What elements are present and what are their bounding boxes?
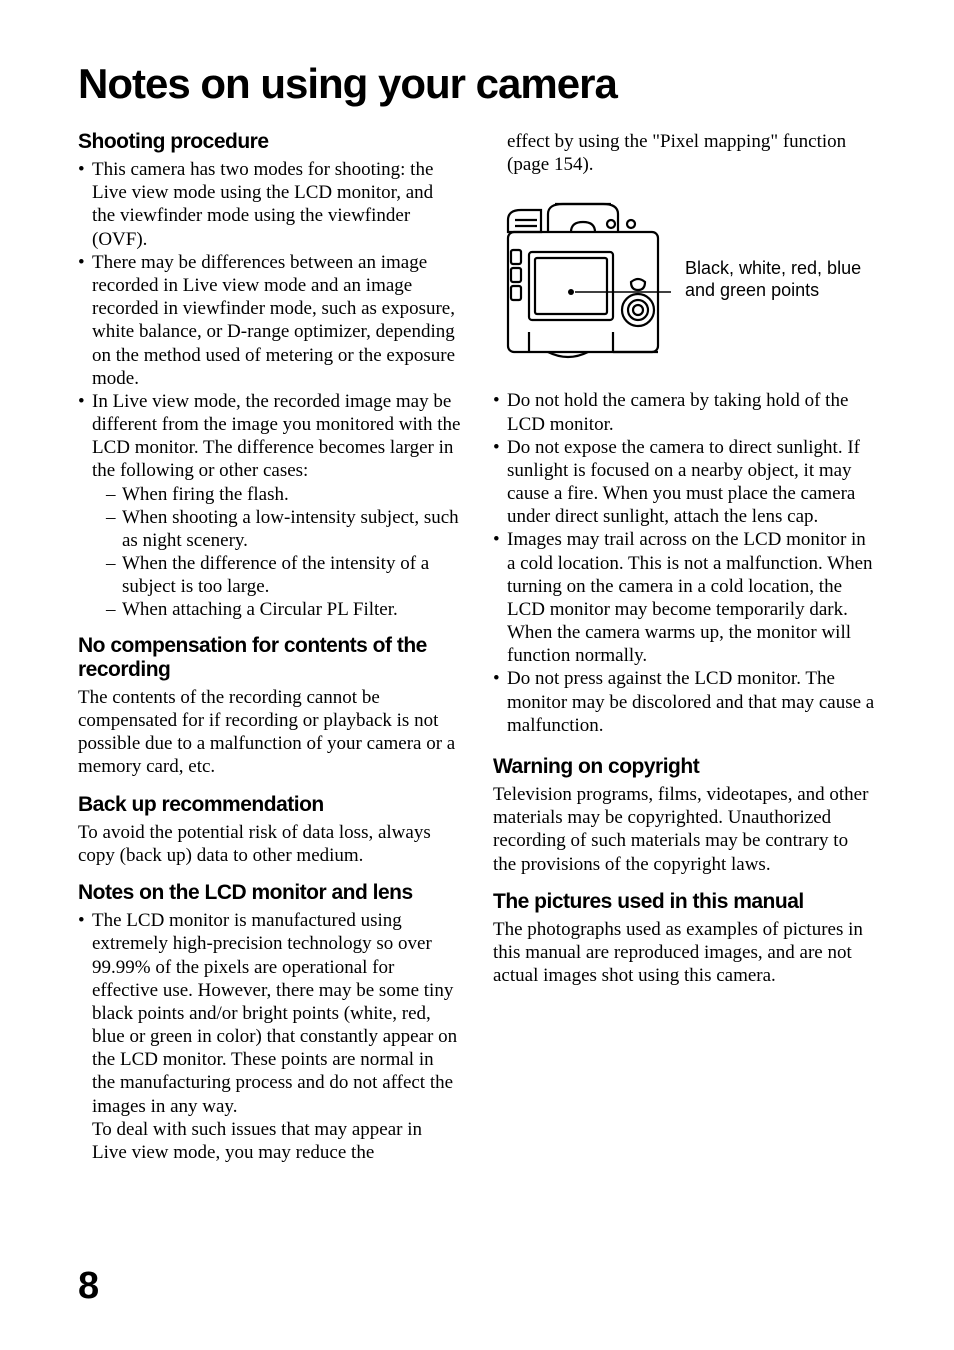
list-item-text: In Live view mode, the recorded image ma…	[92, 391, 460, 482]
list-item: Do not expose the camera to direct sunli…	[493, 436, 876, 529]
lcdlens-bullets: The LCD monitor is manufactured using ex…	[78, 909, 461, 1164]
heading-shooting: Shooting procedure	[78, 130, 461, 154]
heading-pictures: The pictures used in this manual	[493, 890, 876, 914]
copyright-body: Television programs, films, videotapes, …	[493, 783, 876, 876]
list-item: There may be differences between an imag…	[78, 251, 461, 390]
camera-diagram-label: Black, white, red, blue and green points	[685, 258, 876, 301]
backup-body: To avoid the potential risk of data loss…	[78, 821, 461, 867]
list-item-continuation: To deal with such issues that may appear…	[92, 1118, 461, 1164]
lcd-notes-bullets: Do not hold the camera by taking hold of…	[493, 389, 876, 737]
camera-diagram-block: Black, white, red, blue and green points	[493, 192, 876, 367]
list-item: When the difference of the intensity of …	[106, 552, 461, 598]
page-title: Notes on using your camera	[78, 60, 876, 108]
list-item: Do not press against the LCD monitor. Th…	[493, 667, 876, 737]
heading-backup: Back up recommendation	[78, 793, 461, 817]
list-item: When shooting a low-intensity subject, s…	[106, 506, 461, 552]
page-number: 8	[78, 1265, 99, 1308]
list-item: The LCD monitor is manufactured using ex…	[78, 909, 461, 1164]
right-column: effect by using the "Pixel mapping" func…	[493, 130, 876, 1176]
pictures-body: The photographs used as examples of pict…	[493, 918, 876, 988]
list-item: Do not hold the camera by taking hold of…	[493, 389, 876, 435]
heading-nocomp: No compensation for contents of the reco…	[78, 634, 461, 682]
shooting-bullets: This camera has two modes for shooting: …	[78, 158, 461, 621]
shooting-sublist: When firing the flash. When shooting a l…	[92, 483, 461, 622]
list-item: In Live view mode, the recorded image ma…	[78, 390, 461, 622]
continuation-text: effect by using the "Pixel mapping" func…	[493, 130, 876, 176]
list-item-text: The LCD monitor is manufactured using ex…	[92, 910, 457, 1116]
heading-copyright: Warning on copyright	[493, 755, 876, 779]
list-item: When attaching a Circular PL Filter.	[106, 598, 461, 621]
list-item: This camera has two modes for shooting: …	[78, 158, 461, 251]
list-item: Images may trail across on the LCD monit…	[493, 528, 876, 667]
left-column: Shooting procedure This camera has two m…	[78, 130, 461, 1176]
content-columns: Shooting procedure This camera has two m…	[78, 130, 876, 1176]
camera-diagram	[493, 192, 673, 367]
list-item: When firing the flash.	[106, 483, 461, 506]
heading-lcdlens: Notes on the LCD monitor and lens	[78, 881, 461, 905]
nocomp-body: The contents of the recording cannot be …	[78, 686, 461, 779]
